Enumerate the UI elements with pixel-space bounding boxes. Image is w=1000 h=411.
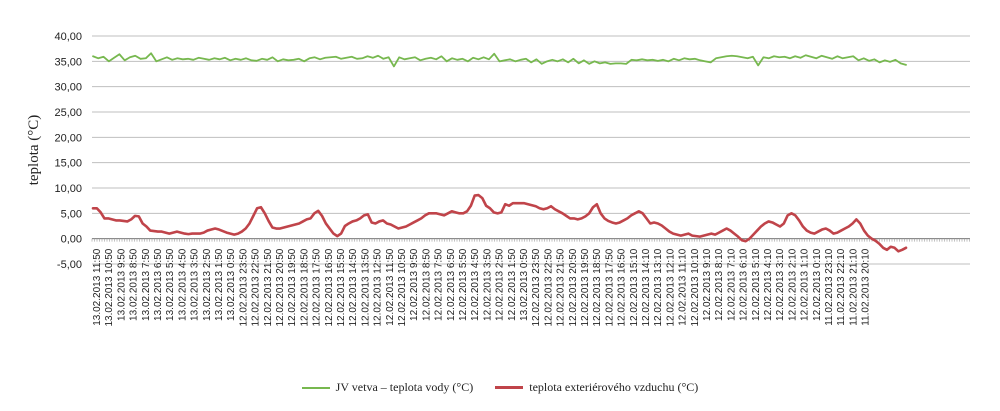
x-tick-label: 13.02.2013 9:50	[116, 248, 127, 321]
series-line-1	[91, 193, 908, 253]
x-tick-label: 11.02.2013 21:10	[848, 248, 859, 326]
x-tick-label: 12.02.2013 15:50	[336, 248, 347, 326]
x-tick-label: 12.02.2013 12:10	[665, 248, 676, 326]
x-tick-label: 12.02.2013 21:50	[556, 248, 567, 326]
x-tick-label: 12.02.2013 9:10	[702, 248, 713, 321]
x-tick-label: 12.02.2013 8:50	[421, 248, 432, 321]
x-tick-label: 12.02.2013 14:10	[641, 248, 652, 326]
x-tick-label: 12.02.2013 9:50	[409, 248, 420, 321]
x-tick-label: 12.02.2013 20:50	[568, 248, 579, 326]
legend-item-air: teplota exteriérového vzduchu (°C)	[495, 380, 698, 395]
y-tick-label: 5,00	[61, 208, 82, 220]
y-tick-label: 0,00	[61, 234, 82, 246]
y-tick-label: 20,00	[54, 132, 82, 144]
x-tick-label: 13.02.2013 8:50	[129, 248, 140, 321]
x-tick-label: 12.02.2013 6:50	[446, 248, 457, 321]
x-tick-label: 12.02.2013 14:50	[348, 248, 359, 326]
y-tick-label: 15,00	[54, 158, 82, 170]
x-tick-label: 12.02.2013 15:10	[629, 248, 640, 326]
legend-swatch-air	[495, 386, 524, 389]
x-tick-label: 12.02.2013 21:50	[263, 248, 274, 326]
x-tick-label: 13.02.2013 2:50	[202, 248, 213, 321]
x-tick-label: 13.02.2013 0:50	[519, 248, 530, 321]
x-tick-label: 12.02.2013 7:10	[726, 248, 737, 321]
x-tick-label: 11.02.2013 23:10	[824, 248, 835, 326]
x-tick-label: 12.02.2013 3:10	[775, 248, 786, 321]
y-tick-label: 35,00	[54, 56, 82, 68]
x-tick-label: 12.02.2013 16:50	[324, 248, 335, 326]
x-tick-label: 12.02.2013 22:50	[251, 248, 262, 326]
x-tick-label: 12.02.2013 2:10	[787, 248, 798, 321]
x-tick-label: 12.02.2013 23:50	[238, 248, 249, 326]
legend-item-water: JV vetva – teplota vody (°C)	[301, 380, 474, 395]
y-tick-label: 10,00	[54, 183, 82, 195]
x-tick-label: 12.02.2013 23:50	[531, 248, 542, 326]
legend-swatch-water	[301, 386, 330, 389]
x-tick-label: 12.02.2013 1:50	[507, 248, 518, 321]
y-tick-label: 40,00	[54, 31, 82, 43]
x-tick-label: 12.02.2013 18:50	[592, 248, 603, 326]
legend-label-water: JV vetva – teplota vody (°C)	[335, 380, 474, 394]
x-tick-label: 13.02.2013 1:50	[214, 248, 225, 321]
x-tick-label: 12.02.2013 20:50	[275, 248, 286, 326]
x-tick-label: 13.02.2013 0:50	[226, 248, 237, 321]
x-tick-label: 12.02.2013 10:10	[690, 248, 701, 326]
series-line-0	[92, 52, 907, 68]
y-tick-label: 25,00	[54, 107, 82, 119]
x-tick-label: 13.02.2013 10:50	[104, 248, 115, 326]
x-tick-label: 12.02.2013 4:10	[763, 248, 774, 321]
x-tick-label: 13.02.2013 6:50	[153, 248, 164, 321]
x-tick-label: 12.02.2013 17:50	[312, 248, 323, 326]
x-tick-label: 12.02.2013 11:10	[678, 248, 689, 326]
y-tick-label: -5,00	[57, 259, 82, 271]
x-tick-label: 12.02.2013 12:50	[373, 248, 384, 326]
x-tick-label: 12.02.2013 5:50	[458, 248, 469, 321]
x-tick-label: 12.02.2013 5:10	[751, 248, 762, 321]
grid-lines	[92, 35, 970, 265]
x-tick-label: 12.02.2013 1:10	[800, 248, 811, 321]
series-lines	[91, 52, 908, 253]
x-tick-label: 13.02.2013 5:50	[165, 248, 176, 321]
x-tick-label: 12.02.2013 10:50	[397, 248, 408, 326]
y-axis-ticks: 40,00 35,00 30,00 25,00 20,00 15,00 10,00 5,00 0…	[54, 31, 82, 271]
legend-label-air: teplota exteriérového vzduchu (°C)	[529, 380, 699, 394]
x-tick-label: 12.02.2013 18:50	[299, 248, 310, 326]
x-tick-label: 12.02.2013 22:50	[543, 248, 554, 326]
x-tick-label: 12.02.2013 4:50	[470, 248, 481, 321]
x-tick-label: 12.02.2013 2:50	[495, 248, 506, 321]
x-tick-label: 11.02.2013 22:10	[836, 248, 847, 326]
x-tick-label: 13.02.2013 7:50	[141, 248, 152, 321]
x-tick-label: 11.02.2013 20:10	[861, 248, 872, 326]
x-tick-label: 12.02.2013 19:50	[287, 248, 298, 326]
x-axis	[91, 238, 970, 242]
x-tick-label: 12.02.2013 3:50	[482, 248, 493, 321]
legend: JV vetva – teplota vody (°C) teplota ext…	[0, 380, 1000, 395]
x-tick-label: 12.02.2013 0:10	[812, 248, 823, 321]
x-tick-label: 12.02.2013 7:50	[434, 248, 445, 321]
x-tick-label: 12.02.2013 19:50	[580, 248, 591, 326]
y-axis-label: teplota (°C)	[26, 115, 42, 186]
x-tick-label: 13.02.2013 4:50	[177, 248, 188, 321]
x-tick-label: 12.02.2013 16:50	[617, 248, 628, 326]
x-axis-tick-labels: 13.02.2013 11:50 13.02.2013 10:50 13.02.20…	[92, 248, 872, 326]
x-tick-label: 12.02.2013 11:50	[385, 248, 396, 326]
x-tick-label: 13.02.2013 3:50	[190, 248, 201, 321]
y-tick-label: 30,00	[54, 82, 82, 94]
x-tick-label: 12.02.2013 17:50	[604, 248, 615, 326]
x-tick-label: 12.02.2013 8:10	[714, 248, 725, 321]
x-tick-label: 13.02.2013 11:50	[92, 248, 103, 326]
x-tick-label: 12.02.2013 13:10	[653, 248, 664, 326]
x-tick-label: 12.02.2013 13:50	[360, 248, 371, 326]
x-tick-label: 12.02.2013 6:10	[739, 248, 750, 321]
